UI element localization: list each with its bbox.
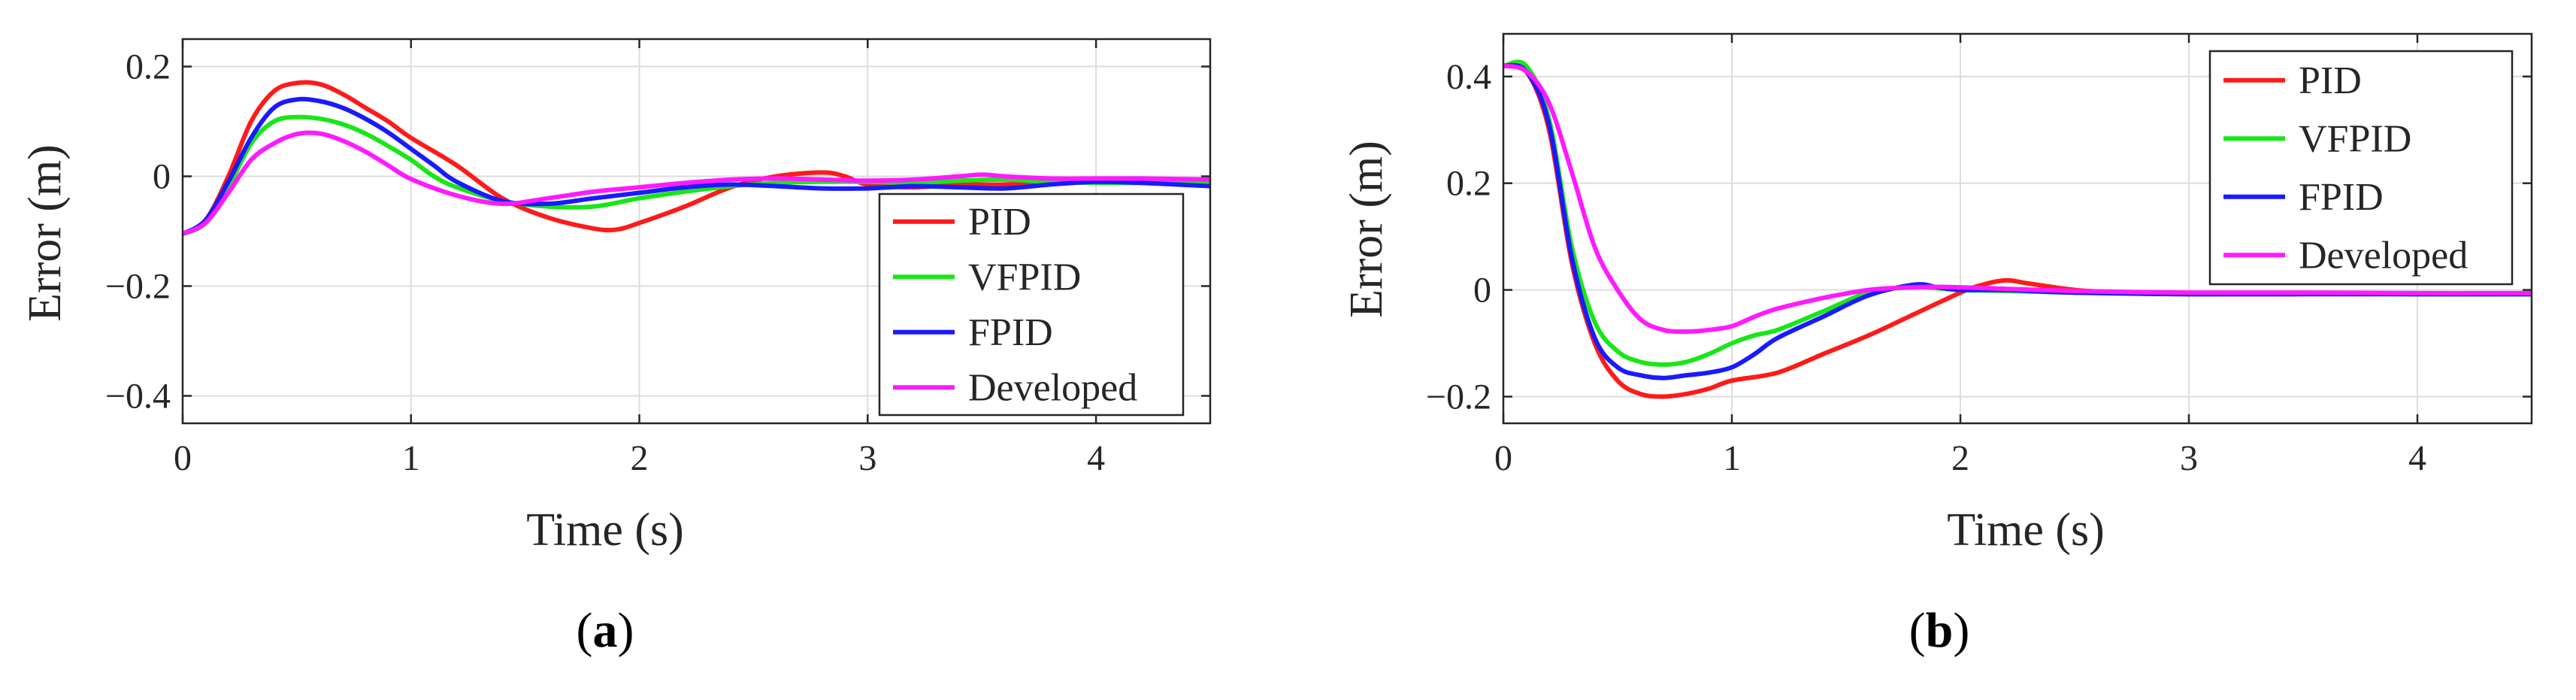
axes-frame [1502, 32, 2533, 425]
y-tick-label: 0 [153, 157, 171, 197]
series-line-developed [1503, 63, 2532, 335]
series-line-developed [183, 130, 1210, 236]
legend-label-fpid: FPID [968, 311, 1053, 354]
x-tick-label: 0 [174, 438, 192, 478]
y-tick-label: 0.2 [1446, 164, 1491, 204]
legend-label-developed: Developed [968, 366, 1137, 409]
series-line-fpid [183, 96, 1210, 236]
legend-box [878, 192, 1185, 417]
series-group [183, 80, 1210, 236]
legend-label-fpid: FPID [2299, 176, 2384, 219]
legend-label-pid: PID [2299, 59, 2362, 102]
x-tick-label: 3 [2180, 438, 2198, 478]
series-line-vfpid [183, 114, 1210, 236]
caption-close-paren: ) [1953, 603, 1969, 658]
x-tick-label: 1 [1723, 438, 1741, 478]
y-tick-label: 0.4 [1446, 57, 1491, 97]
y-tick-label: −0.2 [1426, 377, 1491, 417]
y-tick-label: −0.2 [105, 267, 171, 307]
caption-close-paren: ) [618, 603, 634, 658]
legend-label-vfpid: VFPID [2299, 117, 2411, 160]
series-line-pid [183, 80, 1210, 236]
caption-letter: b [1926, 603, 1954, 658]
x-tick-label: 0 [1494, 438, 1512, 478]
x-tick-label: 3 [858, 438, 876, 478]
caption-open-paren: ( [1909, 603, 1926, 658]
legend-label-pid: PID [968, 201, 1031, 244]
y-axis-label: Error (m) [1341, 141, 1392, 318]
caption-open-paren: ( [577, 603, 593, 658]
series-group [1503, 59, 2532, 399]
x-tick-label: 4 [1087, 438, 1105, 478]
axes-frame [181, 38, 1212, 425]
y-tick-label: −0.4 [105, 377, 171, 417]
y-axis-label: Error (m) [20, 144, 71, 322]
x-axis-label: Time (s) [1947, 505, 2105, 556]
x-axis-label: Time (s) [526, 505, 684, 556]
y-tick-label: 0 [1473, 271, 1491, 311]
legend: PID VFPID FPID Developed [878, 192, 1185, 417]
subfigure-caption: (a) [577, 603, 634, 658]
legend-label-developed: Developed [2299, 234, 2468, 277]
x-tick-label: 4 [2408, 438, 2426, 478]
legend: PID VFPID FPID Developed [2208, 50, 2514, 286]
x-tick-label: 2 [1951, 438, 1969, 478]
caption-letter: a [593, 603, 618, 658]
legend-box [2208, 50, 2514, 286]
chart-1: 0 1 2 3 4 0.2 0 −0.2 −0.4 Time (s) Error (m) PID VFP… [20, 38, 1212, 658]
legend-label-vfpid: VFPID [968, 256, 1081, 298]
x-tick-label: 1 [402, 438, 420, 478]
subfigure-caption: (b) [1909, 603, 1970, 658]
y-tick-label: 0.2 [126, 47, 171, 87]
x-tick-label: 2 [631, 438, 649, 478]
